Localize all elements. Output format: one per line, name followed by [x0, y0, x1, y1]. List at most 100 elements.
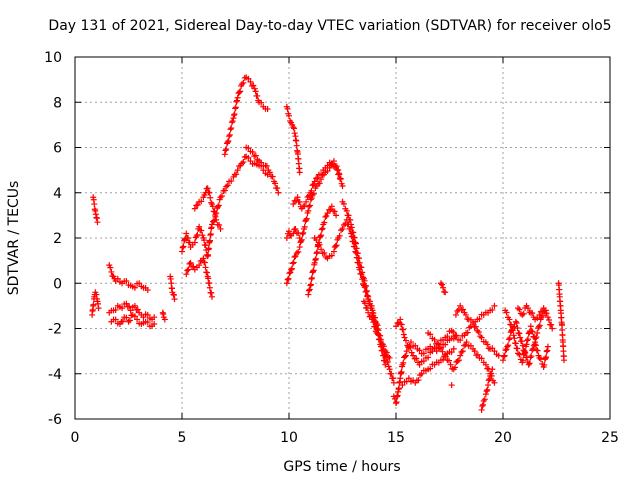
data-point: [486, 376, 493, 383]
data-point: [500, 353, 507, 360]
data-point: [247, 78, 254, 85]
data-point: [418, 370, 425, 377]
data-point: [383, 349, 390, 356]
data-point: [301, 202, 308, 209]
data-point: [323, 212, 330, 219]
data-point: [313, 250, 320, 257]
data-point: [225, 138, 232, 145]
data-point: [544, 314, 551, 321]
data-point: [482, 391, 489, 398]
data-point: [416, 347, 423, 354]
data-point: [237, 88, 244, 95]
data-point: [358, 264, 365, 271]
data-point: [313, 236, 320, 243]
data-point: [484, 386, 491, 393]
data-point: [294, 194, 301, 201]
data-point: [534, 330, 541, 337]
data-point: [519, 342, 526, 349]
data-point: [318, 232, 325, 239]
data-point: [266, 169, 273, 176]
data-point: [378, 339, 385, 346]
data-point: [400, 326, 407, 333]
data-point: [207, 237, 214, 244]
data-point: [534, 315, 541, 322]
series-track-af: [555, 280, 567, 364]
data-point: [202, 242, 209, 249]
data-point: [134, 316, 141, 323]
data-point: [321, 219, 328, 226]
data-point: [351, 234, 358, 241]
data-point: [439, 348, 446, 355]
data-point: [529, 345, 536, 352]
data-point: [269, 173, 276, 180]
series-track-f: [159, 309, 168, 323]
data-point: [437, 280, 444, 287]
data-point: [201, 259, 208, 266]
data-point: [303, 198, 310, 205]
data-point: [208, 293, 215, 300]
series-track-y: [452, 302, 502, 359]
data-point: [354, 250, 361, 257]
data-point: [480, 401, 487, 408]
data-point: [532, 339, 539, 346]
data-point: [319, 225, 326, 232]
data-point: [514, 305, 521, 312]
data-point: [386, 366, 393, 373]
data-point: [245, 75, 252, 82]
data-point: [413, 355, 420, 362]
data-point: [90, 301, 97, 308]
data-point: [201, 237, 208, 244]
data-point: [350, 229, 357, 236]
data-point: [184, 235, 191, 241]
data-point: [127, 307, 134, 314]
data-point: [134, 306, 141, 313]
data-point: [520, 310, 527, 317]
data-point: [204, 185, 211, 192]
data-point: [288, 265, 295, 272]
data-point: [512, 340, 519, 347]
data-point: [312, 256, 319, 263]
data-point: [400, 359, 407, 366]
data-point: [482, 361, 489, 368]
data-point: [310, 181, 317, 188]
data-point: [386, 354, 393, 361]
data-point: [198, 227, 205, 234]
data-point: [245, 145, 252, 152]
series-track-r: [311, 216, 389, 368]
data-point: [521, 350, 528, 357]
data-point: [331, 208, 338, 215]
data-point: [324, 210, 331, 217]
data-point: [431, 336, 438, 343]
data-point: [491, 379, 498, 386]
data-point: [211, 208, 218, 215]
data-point: [452, 311, 459, 318]
data-point: [217, 225, 224, 232]
series-track-t: [360, 298, 393, 361]
data-point: [112, 306, 119, 313]
data-point: [179, 244, 186, 251]
data-point: [108, 268, 115, 275]
data-point: [298, 236, 305, 243]
data-point: [179, 248, 185, 255]
data-point: [258, 159, 265, 166]
data-point: [340, 222, 347, 229]
data-point: [489, 306, 496, 313]
data-point: [205, 252, 212, 259]
data-point: [476, 315, 483, 322]
data-point: [283, 235, 290, 241]
data-point: [306, 286, 313, 293]
data-point: [198, 198, 205, 205]
data-point: [200, 255, 207, 262]
data-point: [221, 187, 228, 194]
data-point: [251, 85, 258, 92]
data-point: [289, 260, 296, 267]
data-point: [560, 357, 567, 364]
data-point: [114, 275, 121, 282]
data-point: [283, 280, 290, 287]
data-point: [288, 266, 295, 273]
data-point: [427, 331, 434, 338]
data-point: [144, 319, 151, 326]
data-point: [151, 314, 158, 321]
data-point: [405, 375, 412, 382]
data-point: [380, 343, 387, 350]
